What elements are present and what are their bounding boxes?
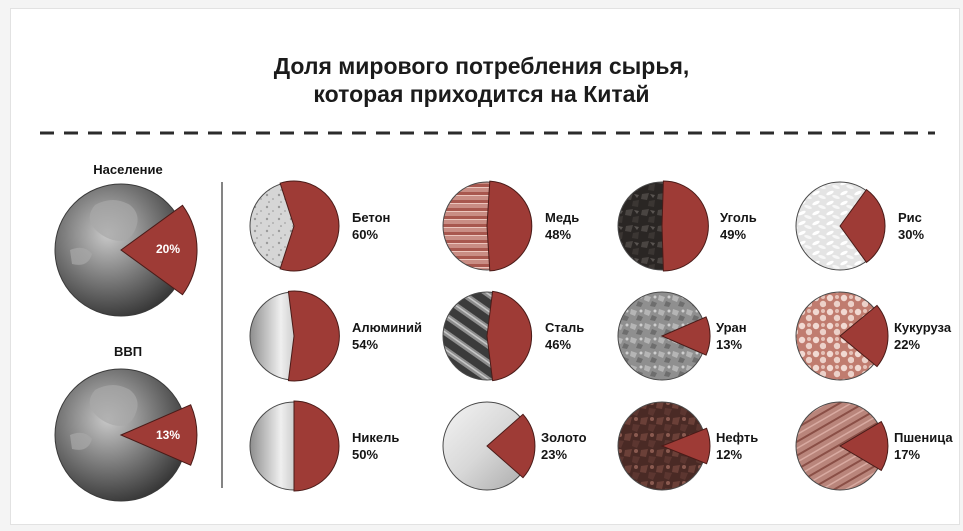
share-wedge <box>486 290 533 382</box>
share-wedge <box>660 427 711 465</box>
commodity-pie-7: Уран 13% <box>617 291 747 381</box>
commodity-pie-12: Пшеница 17% <box>795 401 953 491</box>
share-wedge <box>279 180 340 272</box>
commodity-value: 23% <box>541 447 567 462</box>
commodity-value: 48% <box>545 227 571 242</box>
chart-title-line-1: Доля мирового потребления сырья, <box>273 53 690 79</box>
commodity-label: Уран <box>716 320 747 335</box>
commodity-pie-9: Никель 50% <box>249 400 399 492</box>
population-pie: Население 20% <box>54 162 198 317</box>
share-wedge <box>661 180 709 272</box>
commodity-value: 30% <box>898 227 924 242</box>
commodity-label: Рис <box>898 210 922 225</box>
population-share-wedge <box>120 204 198 296</box>
gdp-pie: ВВП 13% <box>54 344 198 502</box>
continent-shapes <box>70 385 138 450</box>
commodity-pie-4: Рис 30% <box>795 181 924 271</box>
commodity-label: Медь <box>545 210 579 225</box>
share-wedge <box>839 188 886 264</box>
continent-shapes <box>70 200 138 265</box>
share-wedge <box>839 420 889 472</box>
commodity-label: Сталь <box>545 320 584 335</box>
share-wedge <box>660 316 711 356</box>
population-label: Население <box>93 162 162 177</box>
commodity-pie-6: Сталь 46% <box>442 290 584 382</box>
gdp-label: ВВП <box>114 344 142 359</box>
commodity-value: 60% <box>352 227 378 242</box>
commodity-pies: Бетон 60% Медь 48% Уголь 49% Рис 30% Алюминий 54%… <box>249 180 953 492</box>
commodity-pie-2: Медь 48% <box>442 180 579 272</box>
commodity-pie-1: Бетон 60% <box>249 180 390 272</box>
commodity-value: 12% <box>716 447 742 462</box>
commodity-pie-3: Уголь 49% <box>617 180 757 272</box>
commodity-value: 13% <box>716 337 742 352</box>
commodity-value: 50% <box>352 447 378 462</box>
chart-title-line-2: которая приходится на Китай <box>313 81 650 107</box>
commodity-pie-5: Алюминий 54% <box>249 290 422 382</box>
commodity-pie-8: Кукуруза 22% <box>795 291 952 381</box>
commodity-value: 22% <box>894 337 920 352</box>
gdp-share-wedge <box>119 404 198 466</box>
commodity-label: Золото <box>541 430 587 445</box>
commodity-label: Никель <box>352 430 399 445</box>
commodity-value: 46% <box>545 337 571 352</box>
commodity-label: Нефть <box>716 430 758 445</box>
share-wedge <box>293 400 340 492</box>
chart-title: Доля мирового потребления сырья, которая… <box>0 52 963 108</box>
commodity-label: Алюминий <box>352 320 422 335</box>
share-wedge <box>486 413 536 479</box>
share-wedge <box>839 304 889 368</box>
commodity-label: Бетон <box>352 210 390 225</box>
commodity-label: Пшеница <box>894 430 953 445</box>
commodity-pie-11: Нефть 12% <box>617 401 758 491</box>
commodity-value: 54% <box>352 337 378 352</box>
commodity-value: 49% <box>720 227 746 242</box>
gdp-value: 13% <box>156 428 180 442</box>
commodity-value: 17% <box>894 447 920 462</box>
share-wedge <box>287 290 340 382</box>
population-value: 20% <box>156 242 180 256</box>
share-wedge <box>486 180 533 272</box>
commodity-label: Уголь <box>720 210 757 225</box>
commodity-pie-10: Золото 23% <box>442 401 587 491</box>
commodity-label: Кукуруза <box>894 320 952 335</box>
